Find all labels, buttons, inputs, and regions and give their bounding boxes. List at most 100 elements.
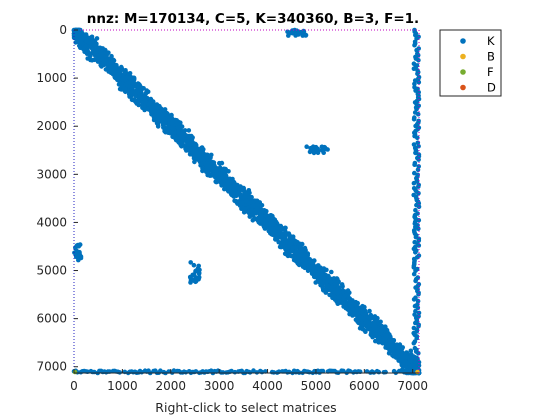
k-series-point xyxy=(253,209,259,215)
x-axis-label[interactable]: Right-click to select matrices xyxy=(155,400,336,415)
k-series-point xyxy=(195,151,200,157)
k-series-point xyxy=(411,180,417,186)
legend-marker-d xyxy=(460,84,466,91)
chart-title: nnz: M=170134, C=5, K=340360, B=3, F=1. xyxy=(87,11,419,27)
k-series-point xyxy=(313,272,319,278)
k-series-point xyxy=(392,347,398,352)
legend-label-d: D xyxy=(487,81,496,95)
k-series-point xyxy=(206,163,211,168)
k-series-point xyxy=(413,250,418,255)
k-series-point xyxy=(169,130,174,136)
y-tick-label: 2000 xyxy=(36,119,67,133)
k-series-point xyxy=(415,111,421,117)
k-series-point xyxy=(416,79,422,85)
k-series-point xyxy=(416,226,421,231)
x-tick-label: 6000 xyxy=(349,379,380,393)
k-series-point xyxy=(103,60,109,65)
k-series-point xyxy=(399,346,405,352)
k-series-point xyxy=(315,150,321,155)
k-series-point xyxy=(188,280,193,285)
k-series-point xyxy=(135,98,141,104)
k-series-point xyxy=(231,186,237,192)
k-series-point xyxy=(272,227,277,232)
k-series-point xyxy=(94,36,100,41)
k-series-point xyxy=(375,315,380,321)
k-series-point xyxy=(138,86,144,91)
legend-marker-f xyxy=(460,69,466,75)
k-series-point xyxy=(256,217,261,222)
k-series-point xyxy=(175,125,181,130)
k-series-point xyxy=(236,190,241,196)
k-series-point xyxy=(411,265,417,270)
k-series-point xyxy=(359,316,365,321)
k-series-point xyxy=(290,30,296,36)
k-series-point xyxy=(196,263,201,269)
k-series-point xyxy=(365,323,371,328)
k-series-point xyxy=(240,187,245,193)
k-series-point xyxy=(182,143,187,148)
x-tick-label: 5000 xyxy=(301,379,332,393)
k-series-point xyxy=(328,280,334,285)
k-series-point xyxy=(411,66,417,71)
k-series-point xyxy=(405,360,411,366)
k-series-point xyxy=(389,343,395,349)
k-series-point xyxy=(411,116,417,122)
k-series-point xyxy=(114,70,119,76)
y-tick-label: 7000 xyxy=(36,360,67,374)
k-series-point xyxy=(91,42,97,48)
k-series-point xyxy=(416,204,422,210)
k-series-point xyxy=(211,160,217,165)
k-series-point xyxy=(127,71,133,76)
k-series-point xyxy=(170,126,176,131)
k-series-point xyxy=(246,200,251,206)
k-series-point xyxy=(376,369,382,375)
k-series-point xyxy=(370,331,376,337)
k-series-point xyxy=(249,194,254,200)
k-series-point xyxy=(412,162,417,167)
k-series-point xyxy=(74,253,79,259)
k-series-point xyxy=(395,349,401,355)
k-series-point xyxy=(416,351,421,356)
k-series-point xyxy=(135,89,140,95)
k-series-point xyxy=(298,30,304,35)
k-series-point xyxy=(413,150,418,156)
k-series-point xyxy=(177,121,182,127)
k-series-point xyxy=(415,135,420,141)
k-series-point xyxy=(178,142,183,148)
k-series-point xyxy=(368,312,374,318)
k-series-point xyxy=(416,191,421,196)
k-series-point xyxy=(318,282,323,288)
legend-label-b: B xyxy=(487,50,495,64)
k-series-point xyxy=(217,171,222,176)
k-series-point xyxy=(328,287,334,292)
y-tick-label: 0 xyxy=(59,23,67,37)
k-series-point xyxy=(411,364,417,370)
k-series-point xyxy=(222,178,227,183)
k-series-point xyxy=(220,370,226,375)
y-tick-label: 4000 xyxy=(36,215,67,229)
k-series-point xyxy=(367,308,372,314)
k-series-point xyxy=(187,142,193,147)
legend-marker-k xyxy=(460,38,466,44)
k-series-point xyxy=(320,368,326,374)
k-series-point xyxy=(304,144,310,149)
k-series-point xyxy=(142,99,148,104)
k-series-point xyxy=(411,271,417,277)
k-series-point xyxy=(340,284,345,289)
k-series-point xyxy=(108,67,113,72)
x-tick-label: 1000 xyxy=(107,379,138,393)
k-series-point xyxy=(271,370,277,375)
k-series-point xyxy=(383,369,388,375)
k-series-point xyxy=(374,327,380,333)
k-series-point xyxy=(363,329,368,335)
k-series-point xyxy=(128,84,134,90)
k-series-point xyxy=(247,370,253,375)
k-series-point xyxy=(86,44,91,49)
x-tick-label: 3000 xyxy=(204,379,235,393)
x-tick-label: 0 xyxy=(70,379,78,393)
k-series-point xyxy=(251,368,256,373)
k-series-point xyxy=(336,300,341,306)
k-series-point xyxy=(341,368,346,374)
k-series-point xyxy=(79,41,85,46)
